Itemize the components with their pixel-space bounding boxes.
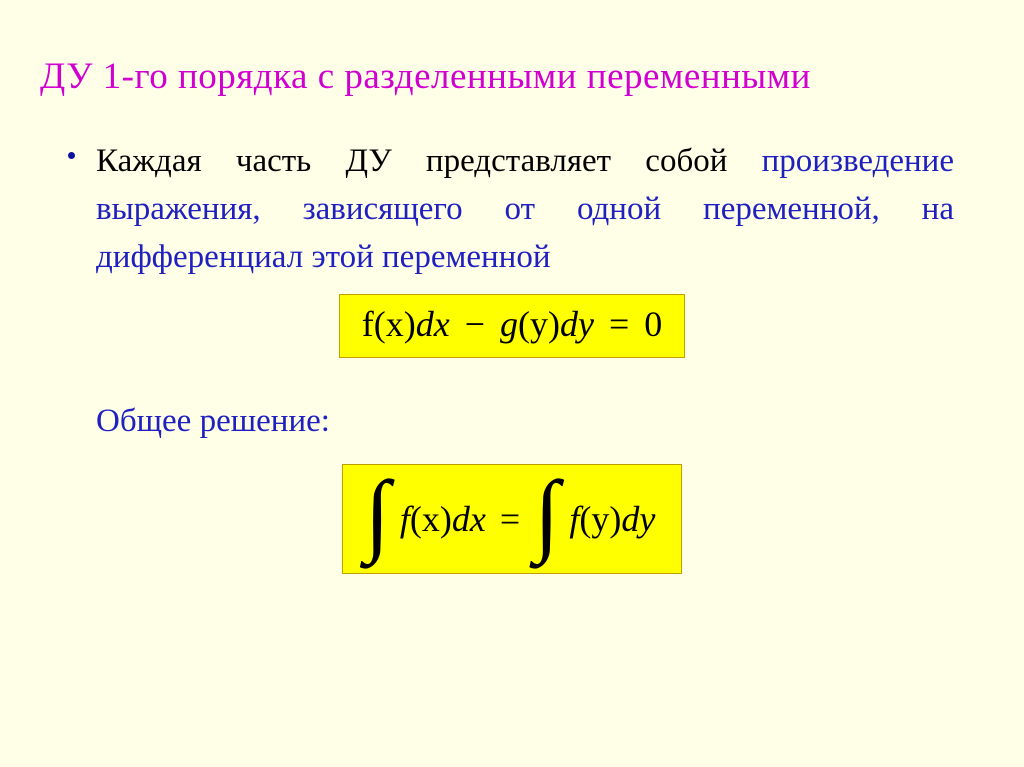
eq1-ofy: (y)	[518, 304, 560, 344]
equation-1-wrap: f(x)dx − g(y)dy = 0	[40, 294, 984, 358]
bullet-text: Каждая часть ДУ представляет собой произ…	[96, 138, 954, 282]
eq1-minus: −	[459, 304, 491, 344]
equation-2: ∫ f(x)dx = ∫ f(y)dy	[342, 464, 683, 574]
bullet-plain: Каждая часть ДУ представляет собой	[96, 143, 762, 179]
slide-title: ДУ 1-го порядка с разделенными переменны…	[40, 55, 984, 98]
eq1-dx: dx	[416, 304, 450, 344]
eq2-fy: f(y)dy	[569, 465, 655, 573]
equation-2-wrap: ∫ f(x)dx = ∫ f(y)dy	[40, 464, 984, 574]
eq1-zero: 0	[644, 304, 662, 344]
eq2-fx: f(x)dx	[400, 465, 486, 573]
slide-container: ДУ 1-го порядка с разделенными переменны…	[0, 0, 1024, 767]
eq1-dy: dy	[560, 304, 594, 344]
bullet-marker	[68, 152, 75, 159]
eq1-eq: =	[603, 304, 635, 344]
eq1-g: g	[500, 304, 518, 344]
equation-1: f(x)dx − g(y)dy = 0	[339, 294, 686, 358]
eq1-ofx: (x)	[374, 304, 416, 344]
eq2-eq: =	[490, 465, 530, 573]
eq2-int-right: ∫	[534, 459, 565, 567]
eq1-f: f	[362, 304, 374, 344]
bullet-item: Каждая часть ДУ представляет собой произ…	[96, 138, 954, 282]
eq2-int-left: ∫	[365, 459, 396, 567]
subheading: Общее решение:	[96, 403, 984, 440]
